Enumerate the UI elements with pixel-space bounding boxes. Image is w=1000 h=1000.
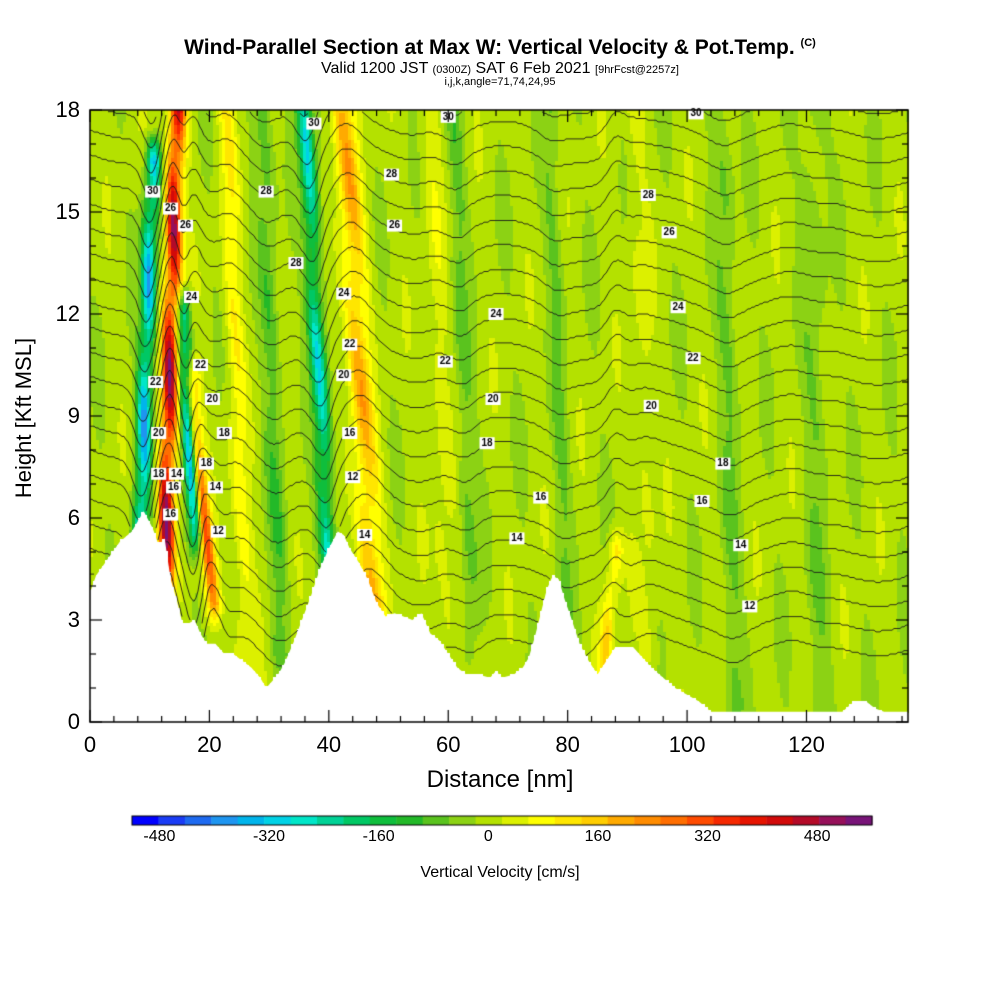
copyright-mark: (C): [800, 37, 816, 49]
forecast-info: [9hrFcst@2257z]: [595, 64, 679, 76]
x-tick-label: 100: [668, 732, 706, 757]
y-tick-label: 15: [55, 199, 80, 224]
valid-date: SAT 6 Feb 2021: [475, 60, 591, 77]
valid-time: Valid 1200 JST: [321, 60, 429, 77]
colorbar-tick-label: -480: [143, 828, 176, 845]
y-tick-label: 18: [55, 97, 80, 122]
x-tick-label: 40: [316, 732, 342, 757]
section-params: i,j,k,angle=71,74,24,95: [444, 76, 556, 88]
y-tick-label: 12: [55, 301, 80, 326]
colorbar-tick-label: 320: [694, 828, 721, 845]
colorbar-tick-label: -320: [253, 828, 286, 845]
title-main: Wind-Parallel Section at Max W: Vertical…: [184, 36, 795, 59]
x-tick-label: 80: [555, 732, 580, 757]
colorbar-tick-label: 0: [483, 828, 493, 845]
y-tick-label: 6: [67, 505, 80, 530]
x-tick-label: 20: [197, 732, 222, 757]
chart-title: Wind-Parallel Section at Max W: Vertical…: [0, 36, 1000, 60]
colorbar-tick-label: -160: [362, 828, 395, 845]
x-tick-label: 0: [83, 732, 97, 757]
x-tick-label: 120: [788, 732, 825, 757]
colorbar-tick-label: 160: [584, 828, 612, 845]
y-tick-label: 9: [67, 403, 80, 428]
y-tick-label: 3: [67, 607, 80, 632]
x-axis-label: Distance [nm]: [426, 766, 574, 793]
valid-utc: (0300Z): [432, 64, 472, 76]
y-tick-label: 0: [67, 709, 80, 734]
x-tick-label: 60: [435, 732, 461, 757]
colorbar-tick-label: 480: [803, 828, 831, 845]
chart-subtitle: Valid 1200 JST (0300Z) SAT 6 Feb 2021 [9…: [0, 60, 1000, 78]
colorbar-label: Vertical Velocity [cm/s]: [420, 864, 580, 881]
